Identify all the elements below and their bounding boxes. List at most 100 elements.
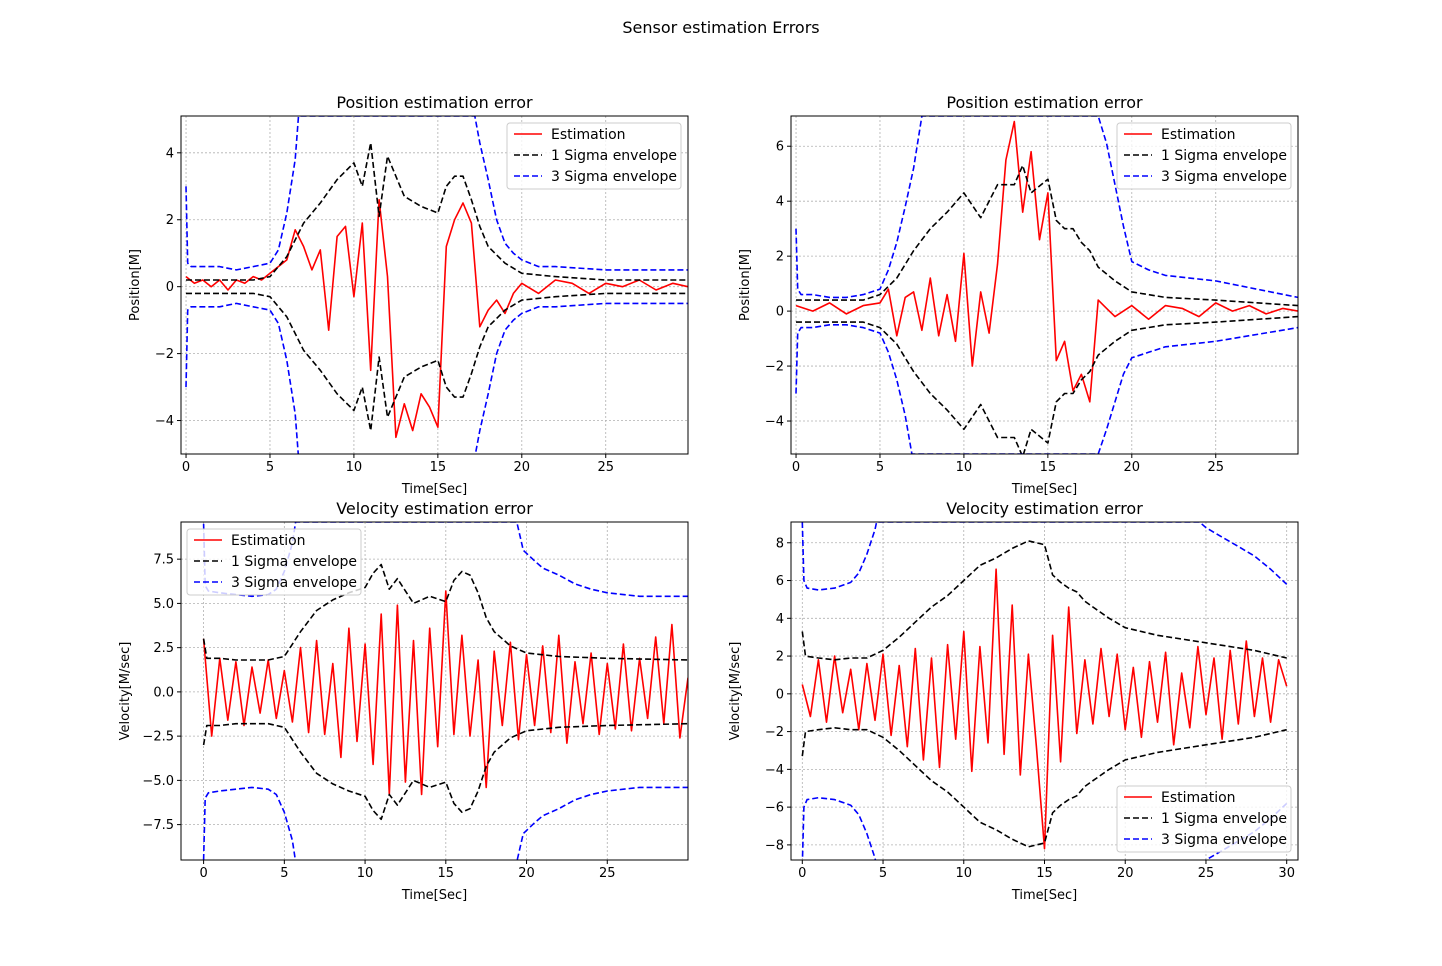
y-tick-label: −4	[765, 763, 784, 778]
x-tick-label: 20	[514, 460, 531, 475]
y-tick-label: −6	[765, 801, 784, 816]
series-line-3sigma_lower	[185, 302, 688, 454]
x-tick-label: 25	[599, 866, 616, 881]
legend-label: 3 Sigma envelope	[551, 169, 677, 185]
x-tick-label: 15	[1040, 460, 1057, 475]
x-tick-label: 0	[798, 866, 806, 881]
x-axis-label: Time[Sec]	[401, 482, 467, 497]
x-tick-label: 5	[879, 866, 887, 881]
y-tick-label: 6	[776, 574, 784, 589]
x-tick-label: 15	[1036, 866, 1053, 881]
series-line-estimation	[795, 120, 1298, 403]
y-axis-label: Velocity[M/sec]	[728, 642, 743, 741]
y-tick-label: −7.5	[142, 818, 174, 833]
legend-label: 3 Sigma envelope	[231, 575, 357, 591]
x-tick-label: 5	[280, 866, 288, 881]
y-tick-label: −2.5	[142, 730, 174, 745]
series-line-3sigma_lower	[795, 324, 1298, 454]
x-tick-label: 25	[1207, 460, 1224, 475]
series-line-estimation	[185, 198, 688, 439]
x-tick-label: 10	[346, 460, 363, 475]
x-tick-label: 5	[876, 460, 884, 475]
x-tick-label: 5	[266, 460, 274, 475]
y-tick-label: 5.0	[153, 597, 174, 612]
legend-label: 3 Sigma envelope	[1161, 169, 1287, 185]
subplot-title: Position estimation error	[946, 93, 1143, 112]
series-line-1-sigma-envelope	[796, 164, 1298, 307]
legend-label: Estimation	[1161, 127, 1236, 143]
y-tick-label: 2	[776, 250, 784, 265]
y-tick-label: 2.5	[153, 641, 174, 656]
y-tick-label: −2	[765, 360, 784, 375]
subplot-title: Velocity estimation error	[336, 499, 533, 518]
x-tick-label: 0	[199, 866, 207, 881]
legend: Estimation 1 Sigma envelope 3 Sigma envelo…	[1116, 785, 1292, 853]
legend: Estimation 1 Sigma envelope 3 Sigma envelo…	[506, 122, 682, 190]
y-tick-label: 0	[166, 280, 174, 295]
series-line-1-sigma-envelope	[801, 540, 1287, 661]
series-group	[795, 116, 1298, 454]
legend-label: Estimation	[231, 533, 306, 549]
subplot-2: 0 5 10 15 20 25 −4 −2 0 2 4 6 Position estimation er…	[738, 93, 1299, 497]
legend-label: 3 Sigma envelope	[1161, 832, 1287, 848]
y-tick-label: 4	[166, 146, 174, 161]
y-axis-label: Velocity[M/sec]	[118, 642, 133, 741]
y-tick-label: −8	[765, 838, 784, 853]
legend-label: 1 Sigma envelope	[231, 554, 357, 570]
y-tick-label: 8	[776, 536, 784, 551]
y-tick-label: −5.0	[142, 774, 174, 789]
y-tick-label: 2	[776, 650, 784, 665]
y-tick-label: 0.0	[153, 685, 174, 700]
x-tick-label: 15	[430, 460, 447, 475]
figure-suptitle: Sensor estimation Errors	[622, 18, 819, 37]
x-tick-label: 0	[792, 460, 800, 475]
y-tick-label: 7.5	[153, 553, 174, 568]
x-tick-label: 10	[357, 866, 374, 881]
series-line-3-sigma-envelope	[185, 116, 688, 271]
x-axis-label: Time[Sec]	[1011, 482, 1077, 497]
y-axis-label: Position[M]	[128, 249, 143, 321]
subplot-title: Velocity estimation error	[946, 499, 1143, 518]
axes-frame	[180, 115, 689, 455]
legend-label: 1 Sigma envelope	[1161, 148, 1287, 164]
legend-label: 1 Sigma envelope	[551, 148, 677, 164]
y-tick-label: 4	[776, 612, 784, 627]
series-line-estimation	[202, 590, 688, 796]
x-tick-label: 30	[1278, 866, 1295, 881]
subplot-1: 0 5 10 15 20 25 −4 −2 0 2 4 Position estimation err…	[128, 93, 689, 497]
y-tick-label: −2	[765, 725, 784, 740]
y-tick-label: 2	[166, 213, 174, 228]
legend-label: 1 Sigma envelope	[1161, 811, 1287, 827]
series-line-estimation	[801, 568, 1288, 850]
legend-box	[186, 528, 362, 596]
legend-box	[506, 122, 682, 190]
axes-frame	[790, 115, 1299, 455]
x-axis-label: Time[Sec]	[401, 888, 467, 903]
x-tick-label: 10	[956, 460, 973, 475]
legend-label: Estimation	[551, 127, 626, 143]
x-tick-label: 25	[597, 460, 614, 475]
y-tick-label: 0	[776, 305, 784, 320]
y-tick-label: 0	[776, 687, 784, 702]
series-line-1sigma_lower	[801, 727, 1287, 848]
x-tick-label: 25	[1198, 866, 1215, 881]
legend: Estimation 1 Sigma envelope 3 Sigma envelo…	[1116, 122, 1292, 190]
x-tick-label: 0	[182, 460, 190, 475]
legend-box	[1116, 122, 1292, 190]
series-line-3sigma_lower	[202, 786, 688, 860]
series-group	[185, 116, 688, 454]
y-tick-label: −4	[155, 414, 174, 429]
subplot-4: 0 5 10 15 20 25 30 −8 −6 −4 −2 0 2 4 6 8 Velocity estima…	[728, 499, 1299, 903]
x-axis-label: Time[Sec]	[1011, 888, 1077, 903]
x-tick-label: 10	[955, 866, 972, 881]
series-line-1sigma_lower	[796, 315, 1298, 454]
y-tick-label: 4	[776, 195, 784, 210]
series-line-1sigma_lower	[186, 292, 688, 432]
legend-label: Estimation	[1161, 790, 1236, 806]
legend: Estimation 1 Sigma envelope 3 Sigma envelo…	[186, 528, 362, 596]
y-axis-label: Position[M]	[738, 249, 753, 321]
x-tick-label: 20	[1124, 460, 1141, 475]
series-line-1-sigma-envelope	[186, 142, 688, 281]
